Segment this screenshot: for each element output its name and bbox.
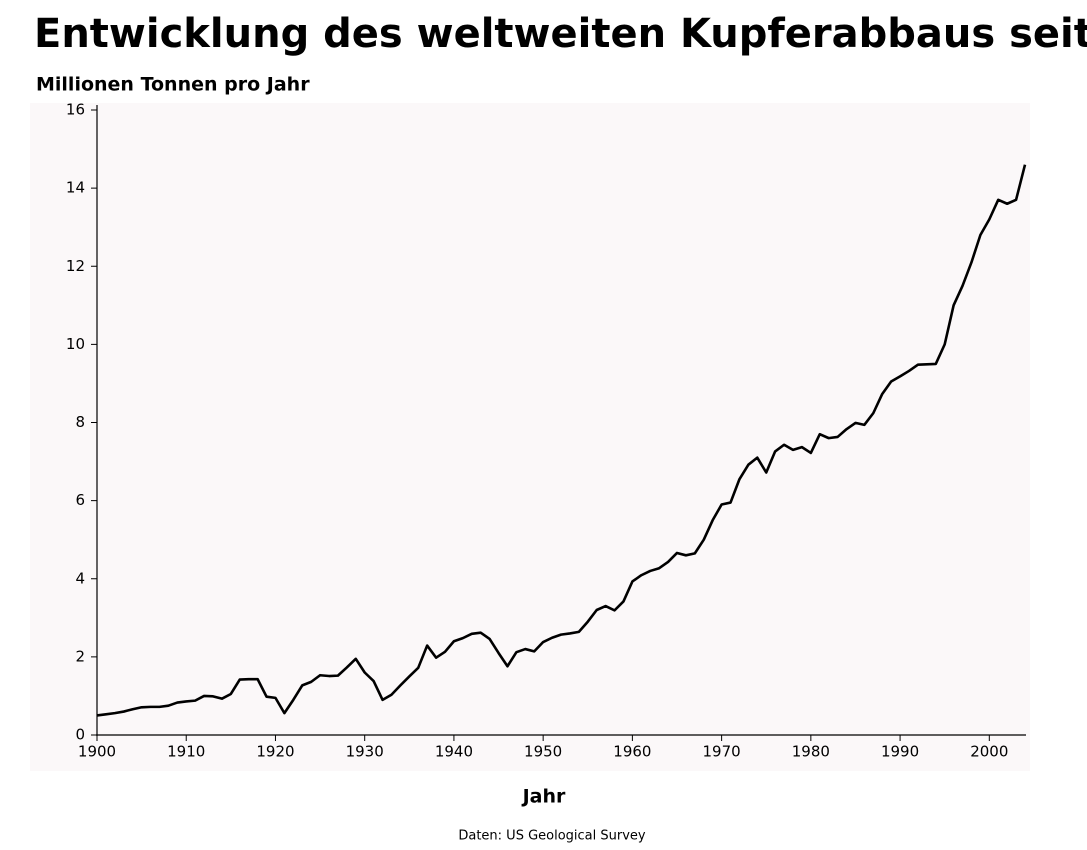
y-tick-label: 16 bbox=[66, 101, 85, 119]
y-tick-label: 12 bbox=[66, 257, 85, 275]
y-tick-label: 8 bbox=[75, 413, 85, 431]
x-tick-label: 1950 bbox=[524, 743, 562, 761]
source-note: Daten: US Geological Survey bbox=[458, 829, 646, 844]
x-tick-label: 1960 bbox=[613, 743, 651, 761]
y-tick-label: 0 bbox=[75, 726, 85, 744]
x-tick-label: 1900 bbox=[78, 743, 116, 761]
x-tick-label: 1930 bbox=[346, 743, 384, 761]
x-tick-label: 1990 bbox=[881, 743, 919, 761]
x-tick-label: 1940 bbox=[435, 743, 473, 761]
chart-title: Entwicklung des weltweiten Kupferabbaus … bbox=[34, 11, 1087, 57]
x-tick-label: 1920 bbox=[256, 743, 294, 761]
x-tick-label: 1980 bbox=[792, 743, 830, 761]
x-tick-label: 1970 bbox=[703, 743, 741, 761]
x-tick-label: 1910 bbox=[167, 743, 205, 761]
y-tick-label: 4 bbox=[75, 569, 85, 587]
y-tick-label: 6 bbox=[75, 491, 85, 509]
x-tick-label: 2000 bbox=[970, 743, 1008, 761]
x-axis-label: Jahr bbox=[521, 786, 566, 808]
data-line bbox=[96, 164, 1027, 717]
plot-background bbox=[30, 103, 1030, 771]
y-axis-label: Millionen Tonnen pro Jahr bbox=[36, 74, 310, 96]
y-tick-label: 14 bbox=[66, 179, 85, 197]
y-tick-label: 2 bbox=[75, 647, 85, 665]
y-tick-label: 10 bbox=[66, 335, 85, 353]
